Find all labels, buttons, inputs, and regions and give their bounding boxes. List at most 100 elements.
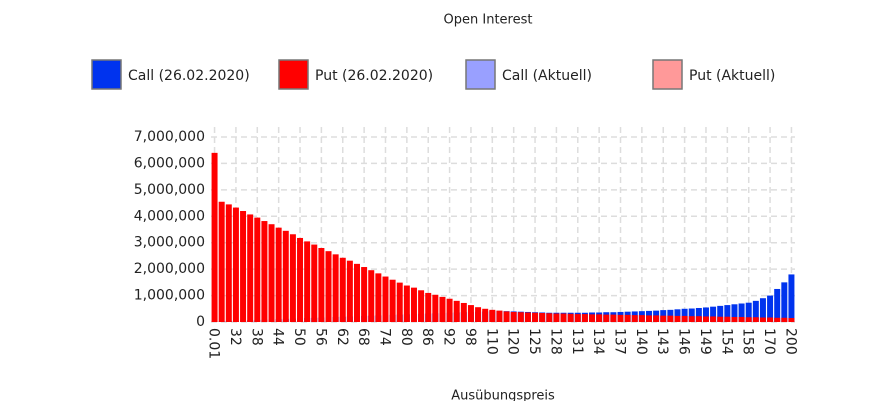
bar xyxy=(717,305,724,322)
y-tick-label: 1,000,000 xyxy=(134,288,205,304)
bar xyxy=(603,314,610,322)
bar xyxy=(489,309,496,322)
bar xyxy=(361,267,368,322)
bar xyxy=(738,316,745,322)
bar xyxy=(354,263,360,322)
x-tick-label: 120 xyxy=(505,328,521,355)
x-tick-label: 137 xyxy=(612,328,628,355)
bar xyxy=(752,317,759,322)
y-tick-label: 0 xyxy=(196,314,205,330)
bar xyxy=(674,315,681,322)
bar xyxy=(546,313,553,322)
x-tick-label: 32 xyxy=(227,328,243,346)
x-tick-label: 44 xyxy=(270,328,286,346)
y-tick-label: 7,000,000 xyxy=(134,129,205,145)
bar xyxy=(346,260,353,322)
x-tick-label: 131 xyxy=(569,328,585,355)
bar xyxy=(774,288,781,322)
bar xyxy=(403,285,410,322)
bar xyxy=(681,315,688,322)
chart-title: Open Interest xyxy=(444,13,533,28)
bar xyxy=(788,318,795,322)
bar xyxy=(653,315,660,322)
bar xyxy=(510,311,517,322)
bar xyxy=(382,276,389,322)
bar xyxy=(503,311,510,322)
bar xyxy=(781,282,788,322)
x-tick-label: 170 xyxy=(761,328,777,355)
bar xyxy=(731,316,738,322)
x-tick-label: 98 xyxy=(462,328,478,346)
y-tick-label: 2,000,000 xyxy=(134,261,205,277)
bar xyxy=(532,312,539,322)
bar xyxy=(467,305,474,322)
bar xyxy=(446,298,453,322)
x-tick-label: 140 xyxy=(633,328,649,355)
bar xyxy=(325,251,332,322)
bar xyxy=(553,313,560,322)
x-tick-label: 200 xyxy=(782,328,798,355)
bar xyxy=(752,300,759,322)
bar xyxy=(710,306,717,322)
legend-swatch xyxy=(91,59,122,90)
bar xyxy=(304,241,311,322)
bar xyxy=(610,314,617,322)
bar xyxy=(702,307,709,322)
bar xyxy=(275,227,282,322)
legend-swatch xyxy=(465,59,496,90)
bar xyxy=(225,204,232,322)
legend-label: Put (Aktuell) xyxy=(689,68,775,84)
bar xyxy=(218,201,225,322)
bar xyxy=(339,257,346,322)
bar xyxy=(596,314,603,322)
legend-swatch xyxy=(278,59,309,90)
bar xyxy=(268,224,275,322)
bar xyxy=(368,270,375,322)
bar xyxy=(710,316,717,322)
bar xyxy=(724,316,731,322)
x-tick-label: 128 xyxy=(547,328,563,355)
bar xyxy=(560,313,567,322)
bar xyxy=(759,298,766,322)
x-tick-label: 143 xyxy=(654,328,670,355)
bar xyxy=(240,211,247,322)
x-tick-label: 154 xyxy=(718,328,734,355)
bar xyxy=(567,313,574,322)
x-tick-label: 56 xyxy=(312,328,328,346)
bar xyxy=(247,214,254,322)
legend-swatch xyxy=(652,59,683,90)
bar xyxy=(517,312,524,322)
y-tick-label: 5,000,000 xyxy=(134,182,205,198)
bar xyxy=(638,315,645,322)
bar xyxy=(389,279,396,322)
y-tick-label: 3,000,000 xyxy=(134,235,205,251)
bar xyxy=(646,315,652,322)
x-tick-label: 86 xyxy=(419,328,435,346)
bar xyxy=(375,273,382,322)
bar xyxy=(211,152,218,322)
bar xyxy=(318,248,325,322)
bar xyxy=(660,315,667,322)
bar xyxy=(688,308,695,322)
x-tick-label: 68 xyxy=(355,328,371,346)
bar xyxy=(781,317,788,322)
bar xyxy=(524,312,531,322)
bar xyxy=(282,230,289,322)
bar xyxy=(439,296,446,322)
bar xyxy=(717,316,724,322)
bar xyxy=(695,307,702,322)
bar xyxy=(432,294,439,322)
bar xyxy=(695,316,702,322)
x-tick-label: 110 xyxy=(483,328,499,355)
bar xyxy=(674,309,681,322)
bar xyxy=(759,317,766,322)
x-tick-label: 146 xyxy=(676,328,692,355)
x-tick-label: 62 xyxy=(334,328,350,346)
x-tick-label: 80 xyxy=(398,328,414,346)
bar xyxy=(767,317,774,322)
bar xyxy=(589,314,596,322)
legend-label: Call (26.02.2020) xyxy=(128,68,250,84)
bar xyxy=(745,302,752,322)
x-tick-label: 50 xyxy=(291,328,307,346)
